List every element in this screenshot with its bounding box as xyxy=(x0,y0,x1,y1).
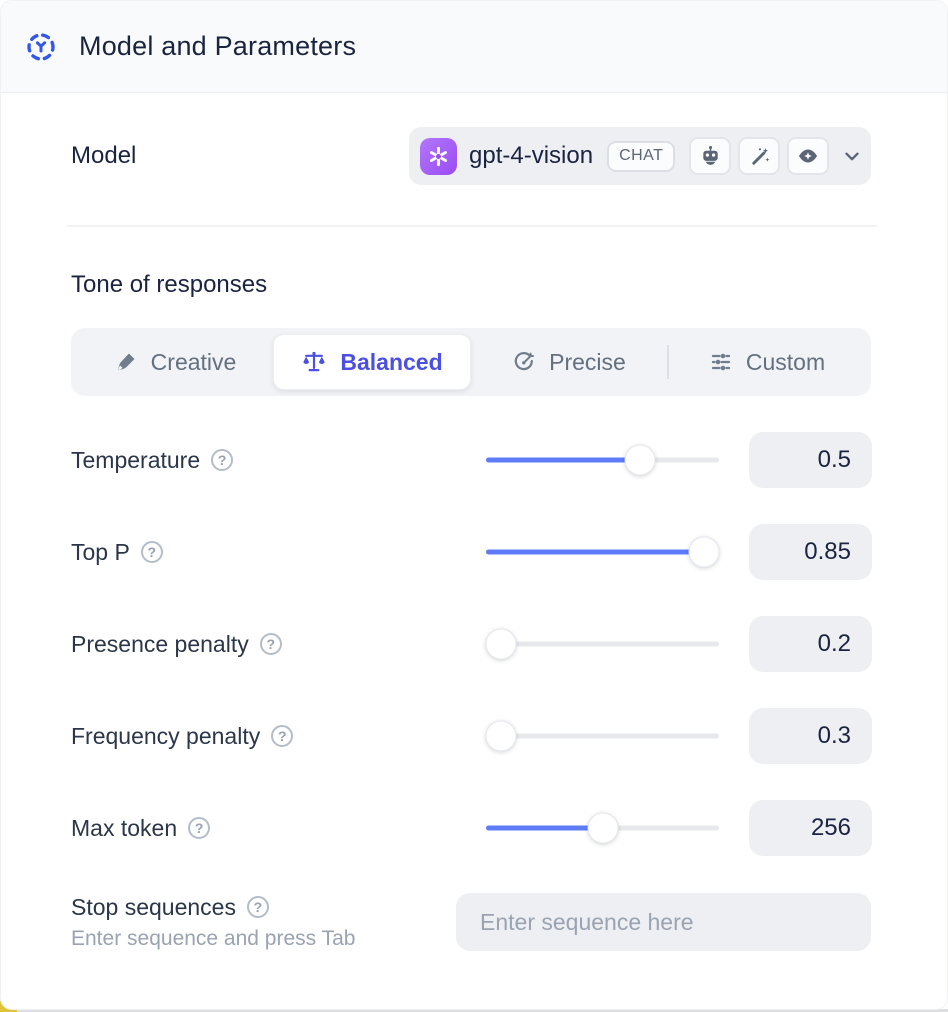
param-label: Temperature xyxy=(71,446,201,473)
tab-precise[interactable]: Precise xyxy=(471,334,667,390)
openai-logo xyxy=(420,137,457,175)
param-label-wrap: Top P xyxy=(71,539,486,566)
slider-thumb[interactable] xyxy=(485,628,517,660)
help-icon[interactable] xyxy=(211,449,234,471)
model-label: Model xyxy=(71,142,137,169)
param-label-wrap: Presence penalty xyxy=(71,631,486,658)
panel-title: Model and Parameters xyxy=(79,31,357,61)
help-icon[interactable] xyxy=(271,725,294,747)
balance-scale-icon xyxy=(301,349,327,375)
capability-chips xyxy=(689,137,830,175)
stop-label-line: Stop sequences xyxy=(71,894,456,921)
param-label: Presence penalty xyxy=(71,630,249,657)
slider-track xyxy=(486,733,719,739)
tab-label: Custom xyxy=(745,348,826,375)
presence-penalty-slider[interactable] xyxy=(485,628,719,660)
slider-track xyxy=(486,641,719,647)
temperature-slider[interactable] xyxy=(486,444,719,476)
slider-thumb[interactable] xyxy=(624,444,656,476)
tab-label: Precise xyxy=(549,348,626,375)
target-arrow-icon xyxy=(512,350,536,374)
slider-thumb[interactable] xyxy=(587,812,618,844)
tab-divider xyxy=(667,345,669,379)
backdrop-bottom-line xyxy=(0,1009,948,1012)
panel-header: Model and Parameters xyxy=(1,1,947,93)
param-row-presence-penalty: Presence penalty 0.2 xyxy=(71,616,872,672)
model-hub-icon xyxy=(25,31,57,63)
help-icon[interactable] xyxy=(246,896,269,918)
param-row-frequency-penalty: Frequency penalty 0.3 xyxy=(71,708,872,764)
param-label: Max token xyxy=(71,814,178,841)
model-row: Model gpt-4-visi xyxy=(71,127,871,185)
max-token-slider[interactable] xyxy=(486,812,719,844)
param-row-max-token: Max token 256 xyxy=(71,800,872,856)
stop-label-wrap: Stop sequences Enter sequence and press … xyxy=(71,894,456,951)
param-label: Frequency penalty xyxy=(71,722,261,749)
chevron-down-icon xyxy=(841,145,863,167)
stop-sequences-label: Stop sequences xyxy=(71,893,236,920)
param-label-wrap: Max token xyxy=(71,815,486,842)
model-type-badge: CHAT xyxy=(607,140,676,172)
param-label: Top P xyxy=(71,538,130,565)
selected-model-name: gpt-4-vision xyxy=(469,142,594,169)
param-row-temperature: Temperature 0.5 xyxy=(71,432,872,488)
paintbrush-icon xyxy=(114,350,138,374)
top-p-value[interactable]: 0.85 xyxy=(749,524,872,580)
magic-wand-icon xyxy=(738,137,781,175)
temperature-value[interactable]: 0.5 xyxy=(749,432,872,488)
vision-eye-icon xyxy=(787,137,830,175)
param-label-wrap: Frequency penalty xyxy=(71,723,486,750)
help-icon[interactable] xyxy=(140,541,163,563)
robot-icon xyxy=(689,137,732,175)
panel-body: Model gpt-4-visi xyxy=(1,93,947,951)
stop-sequences-row: Stop sequences Enter sequence and press … xyxy=(71,893,871,951)
section-divider xyxy=(67,225,877,227)
tab-label: Creative xyxy=(150,348,237,375)
tab-creative[interactable]: Creative xyxy=(77,334,273,390)
frequency-penalty-slider[interactable] xyxy=(485,720,719,752)
frequency-penalty-value[interactable]: 0.3 xyxy=(749,708,872,764)
slider-fill xyxy=(486,549,717,555)
max-token-value[interactable]: 256 xyxy=(749,800,872,856)
help-icon[interactable] xyxy=(188,817,211,839)
tone-tab-bar: Creative Balanced xyxy=(71,328,871,396)
tab-custom[interactable]: Custom xyxy=(669,334,865,390)
sliders-icon xyxy=(709,350,733,374)
stop-sequences-input[interactable] xyxy=(456,893,871,951)
slider-thumb[interactable] xyxy=(485,720,517,752)
help-icon[interactable] xyxy=(259,633,282,655)
slider-fill xyxy=(486,825,603,831)
param-row-top-p: Top P 0.85 xyxy=(71,524,872,580)
model-select-dropdown[interactable]: gpt-4-vision CHAT xyxy=(409,127,871,185)
slider-thumb[interactable] xyxy=(688,536,720,568)
presence-penalty-value[interactable]: 0.2 xyxy=(749,616,872,672)
tab-label: Balanced xyxy=(340,348,443,375)
tab-balanced[interactable]: Balanced xyxy=(273,334,471,390)
slider-fill xyxy=(486,457,640,463)
tone-heading: Tone of responses xyxy=(71,271,268,298)
top-p-slider[interactable] xyxy=(486,536,720,568)
param-label-wrap: Temperature xyxy=(71,447,486,474)
stop-sequences-hint: Enter sequence and press Tab xyxy=(71,926,356,950)
